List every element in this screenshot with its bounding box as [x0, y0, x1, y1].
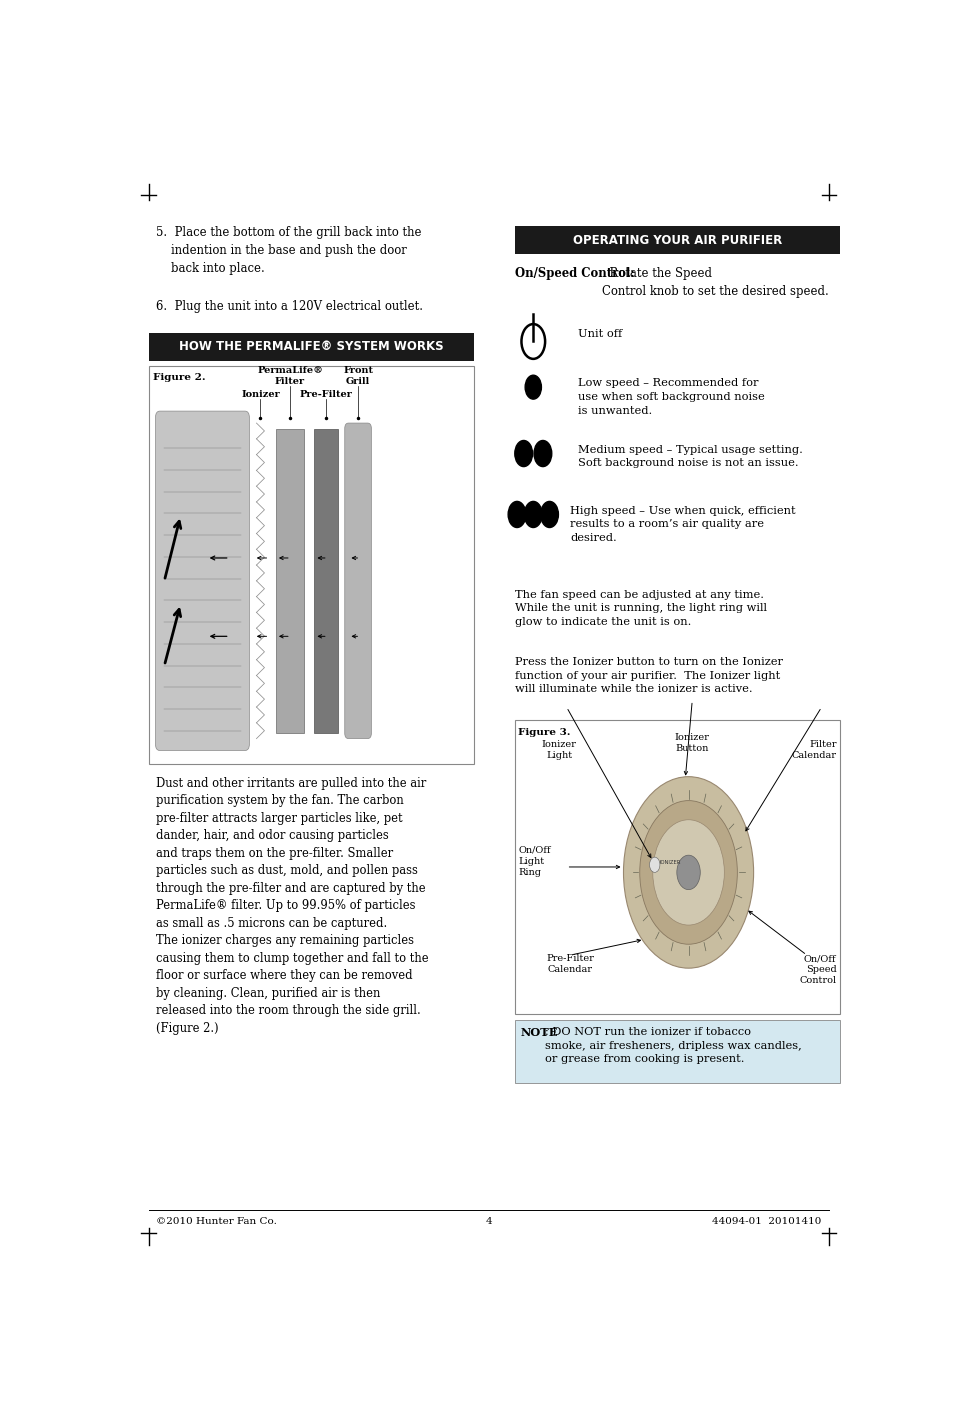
- Text: On/Off
Light
Ring: On/Off Light Ring: [518, 846, 551, 877]
- Circle shape: [652, 820, 723, 926]
- Circle shape: [623, 777, 753, 968]
- Circle shape: [515, 441, 532, 466]
- Text: NOTE: NOTE: [520, 1027, 558, 1039]
- Text: Rotate the Speed
Control knob to set the desired speed.: Rotate the Speed Control knob to set the…: [601, 267, 828, 298]
- Text: : DO NOT run the ionizer if tobacco
smoke, air fresheners, dripless wax candles,: : DO NOT run the ionizer if tobacco smok…: [544, 1027, 801, 1064]
- Text: Ionizer: Ionizer: [241, 390, 279, 398]
- Text: Ionizer
Light: Ionizer Light: [541, 739, 576, 760]
- Text: Pre-Filter: Pre-Filter: [299, 390, 353, 398]
- FancyBboxPatch shape: [314, 428, 337, 733]
- FancyBboxPatch shape: [275, 428, 304, 733]
- Circle shape: [508, 502, 525, 527]
- FancyBboxPatch shape: [149, 333, 474, 362]
- Circle shape: [534, 441, 551, 466]
- Text: Pre-Filter
Calendar: Pre-Filter Calendar: [546, 954, 594, 974]
- Text: PermaLife®
Filter: PermaLife® Filter: [256, 366, 323, 386]
- Text: Figure 2.: Figure 2.: [152, 373, 205, 382]
- Circle shape: [649, 858, 659, 872]
- Circle shape: [676, 855, 700, 890]
- Circle shape: [540, 502, 558, 527]
- Text: Unit off: Unit off: [577, 329, 621, 339]
- FancyBboxPatch shape: [515, 226, 840, 254]
- Text: 44094-01  20101410: 44094-01 20101410: [712, 1218, 821, 1226]
- Text: HOW THE PERMALIFE® SYSTEM WORKS: HOW THE PERMALIFE® SYSTEM WORKS: [179, 341, 443, 353]
- Circle shape: [524, 502, 541, 527]
- FancyBboxPatch shape: [515, 1020, 840, 1084]
- Text: On/Speed Control:: On/Speed Control:: [515, 267, 634, 281]
- Circle shape: [639, 801, 737, 944]
- Text: Figure 3.: Figure 3.: [518, 728, 571, 736]
- FancyBboxPatch shape: [515, 721, 840, 1015]
- Circle shape: [524, 376, 541, 398]
- Text: Low speed – Recommended for
use when soft background noise
is unwanted.: Low speed – Recommended for use when sof…: [577, 379, 763, 415]
- FancyBboxPatch shape: [149, 366, 474, 763]
- Text: Dust and other irritants are pulled into the air
purification system by the fan.: Dust and other irritants are pulled into…: [156, 777, 429, 1034]
- Text: ©2010 Hunter Fan Co.: ©2010 Hunter Fan Co.: [156, 1218, 276, 1226]
- Text: Medium speed – Typical usage setting.
Soft background noise is not an issue.: Medium speed – Typical usage setting. So…: [577, 445, 801, 469]
- Text: Front
Grill: Front Grill: [343, 366, 373, 386]
- Text: IONIZER: IONIZER: [659, 861, 680, 865]
- FancyBboxPatch shape: [344, 422, 371, 739]
- Text: On/Off
Speed
Control: On/Off Speed Control: [799, 954, 836, 985]
- Text: Ionizer
Button: Ionizer Button: [674, 733, 709, 753]
- Text: High speed – Use when quick, efficient
results to a room’s air quality are
desir: High speed – Use when quick, efficient r…: [570, 506, 795, 543]
- Text: 4: 4: [485, 1218, 492, 1226]
- Text: The fan speed can be adjusted at any time.
While the unit is running, the light : The fan speed can be adjusted at any tim…: [515, 589, 766, 627]
- Text: Press the Ionizer button to turn on the Ionizer
function of your air purifier.  : Press the Ionizer button to turn on the …: [515, 657, 782, 694]
- Text: 5.  Place the bottom of the grill back into the
    indention in the base and pu: 5. Place the bottom of the grill back in…: [156, 226, 421, 276]
- Text: OPERATING YOUR AIR PURIFIER: OPERATING YOUR AIR PURIFIER: [572, 233, 781, 247]
- Text: Filter
Calendar: Filter Calendar: [791, 739, 836, 760]
- FancyBboxPatch shape: [155, 411, 249, 750]
- Text: 6.  Plug the unit into a 120V electrical outlet.: 6. Plug the unit into a 120V electrical …: [156, 300, 423, 314]
